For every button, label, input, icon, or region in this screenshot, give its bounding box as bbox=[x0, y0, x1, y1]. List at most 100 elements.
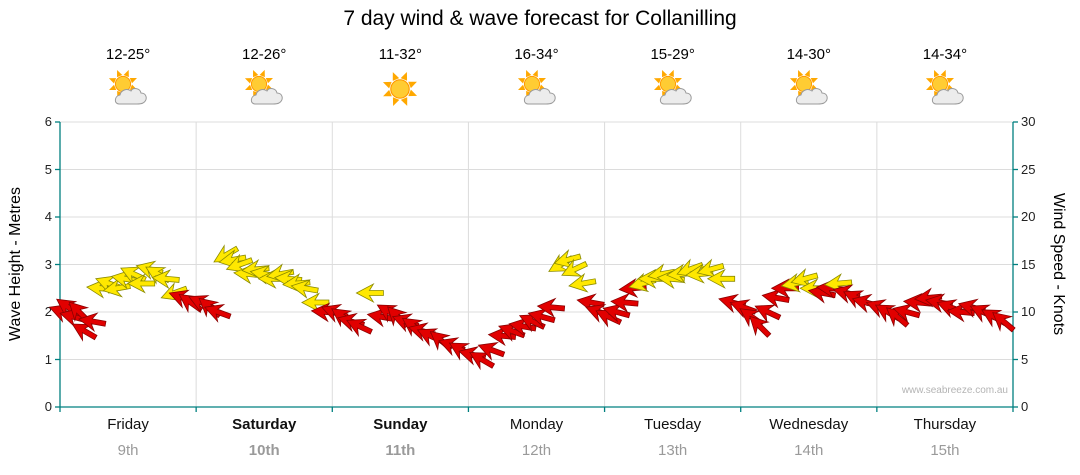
sun-ray bbox=[810, 78, 818, 84]
day-name-label: Wednesday bbox=[769, 416, 849, 433]
wind-arrow bbox=[508, 317, 537, 337]
day-name-label: Monday bbox=[509, 416, 564, 433]
sun-ray bbox=[117, 70, 123, 78]
sun-cloud-icon bbox=[105, 68, 151, 110]
sun-ray bbox=[401, 71, 408, 81]
page-title: 7 day wind & wave forecast for Collanill… bbox=[343, 7, 737, 30]
sun-ray bbox=[108, 78, 117, 84]
day-name-label: Saturday bbox=[232, 416, 297, 433]
sun-ray bbox=[245, 84, 253, 90]
wind-arrow bbox=[102, 277, 131, 298]
cloud-icon bbox=[523, 88, 556, 105]
sun-ray bbox=[259, 69, 266, 78]
sun-ray bbox=[383, 81, 393, 89]
wind-speed-tick-label: 5 bbox=[1021, 351, 1029, 367]
day-date-label: 14th bbox=[794, 442, 824, 459]
wave-height-tick-label: 6 bbox=[44, 114, 52, 129]
wind-arrow bbox=[477, 341, 506, 361]
wind-arrow bbox=[355, 282, 384, 304]
wind-arrow bbox=[527, 308, 556, 328]
wind-arrow bbox=[749, 315, 772, 338]
wind-arrow bbox=[946, 302, 975, 323]
cloud-icon bbox=[659, 88, 692, 105]
day-date-label: 15th bbox=[930, 442, 960, 459]
wind-arrow bbox=[561, 258, 588, 277]
wave-height-tick-label: 1 bbox=[44, 351, 52, 367]
wind-arrow bbox=[656, 269, 685, 290]
wind-arrow bbox=[553, 249, 582, 269]
temp-label: 14-30° bbox=[786, 46, 831, 63]
sun-ray bbox=[123, 69, 129, 78]
day-name-label: Thursday bbox=[913, 416, 977, 433]
sun-cloud-icon bbox=[514, 68, 560, 110]
sun-ray bbox=[925, 84, 934, 90]
sun-ray bbox=[532, 69, 538, 78]
sun-ray bbox=[946, 78, 954, 84]
wind-arrow bbox=[469, 352, 496, 371]
wind-speed-tick-label: 20 bbox=[1021, 209, 1036, 224]
sun-ray bbox=[940, 69, 946, 78]
sun-ray bbox=[517, 84, 525, 90]
sun-ray bbox=[804, 69, 810, 78]
sun-cloud-icon bbox=[108, 69, 147, 105]
sun-ray bbox=[925, 78, 934, 84]
sun-cloud-icon bbox=[241, 68, 287, 110]
sun-ray bbox=[797, 70, 804, 78]
wind-speed-tick-label: 10 bbox=[1021, 304, 1036, 319]
wind-arrow bbox=[518, 314, 546, 333]
sun-ray bbox=[253, 70, 259, 78]
wind-arrow bbox=[754, 304, 782, 323]
sun-ray bbox=[789, 78, 797, 84]
sun-cloud-icon bbox=[922, 68, 968, 110]
day-date-label: 9th bbox=[117, 442, 139, 459]
day-date-label: 11th bbox=[385, 442, 416, 459]
sun-ray bbox=[517, 78, 525, 84]
wind-speed-axis-title: Wind Speed - Knots bbox=[1050, 192, 1067, 336]
sun-cloud-icon bbox=[786, 68, 832, 110]
wind-speed-tick-label: 15 bbox=[1021, 256, 1036, 272]
sun-cloud-icon bbox=[653, 69, 692, 105]
sun-ray bbox=[109, 84, 117, 90]
wind-arrow bbox=[610, 292, 639, 313]
cloud-icon bbox=[114, 88, 147, 105]
wind-arrow bbox=[568, 272, 597, 293]
wind-arrow bbox=[992, 311, 1016, 333]
sun-ray bbox=[245, 78, 253, 84]
wave-height-tick-label: 0 bbox=[44, 399, 52, 414]
day-name-label: Tuesday bbox=[644, 416, 702, 433]
wind-arrow bbox=[78, 312, 107, 333]
sun-ray bbox=[653, 78, 661, 84]
wind-arrow bbox=[151, 269, 180, 290]
sun-ray bbox=[933, 70, 940, 78]
day-name-label: Friday bbox=[107, 416, 149, 433]
temp-label: 15-29° bbox=[650, 46, 695, 63]
cloud-icon bbox=[795, 88, 828, 105]
wind-arrow bbox=[225, 253, 254, 273]
wave-height-tick-label: 3 bbox=[44, 256, 52, 272]
wind-arrow bbox=[95, 275, 123, 295]
wind-arrow bbox=[346, 318, 373, 338]
wind-arrow bbox=[790, 268, 819, 288]
sun-ray bbox=[674, 78, 682, 84]
sun-ray bbox=[129, 78, 138, 84]
temp-label: 12-25° bbox=[105, 46, 151, 63]
day-date-label: 13th bbox=[658, 442, 688, 459]
sun-cloud-icon bbox=[245, 69, 283, 105]
wind-arrow bbox=[815, 278, 845, 299]
wind-arrow bbox=[71, 323, 98, 342]
sun-ray bbox=[661, 70, 667, 78]
wind-arrow bbox=[823, 273, 853, 294]
sun-ray bbox=[789, 84, 798, 90]
day-date-label: 10th bbox=[248, 442, 280, 459]
sun-icon bbox=[377, 68, 423, 110]
sun-ray bbox=[401, 97, 408, 106]
sun-icon bbox=[653, 69, 682, 99]
sun-ray bbox=[668, 69, 674, 78]
wind-speed-tick-label: 30 bbox=[1021, 114, 1036, 129]
temp-label: 12-26° bbox=[242, 46, 287, 63]
sun-ray bbox=[525, 70, 531, 78]
sun-ray bbox=[393, 72, 400, 81]
sun-cloud-icon bbox=[650, 68, 696, 110]
day-date-label: 12th bbox=[521, 442, 552, 459]
